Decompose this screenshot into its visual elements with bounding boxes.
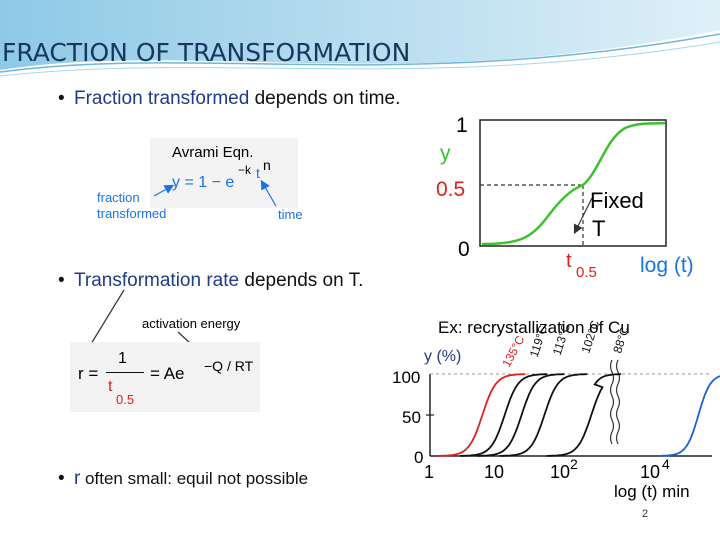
bullet-accent: r [74,468,81,489]
rate-box [70,342,260,412]
rate-eq-den-t: t [108,378,113,395]
avrami-exp-k: −k [238,163,252,177]
label-fraction: fraction [97,190,140,205]
recryst-xtick-10000: 10 [640,462,661,482]
bullet-dot: • [58,88,65,109]
bullet-text: often small: equil not possible [80,469,309,488]
avrami-exp-n: n [263,157,271,173]
bullet-accent: Transformation rate [74,270,240,291]
curve-ytick-0: 0 [458,238,470,261]
x-marker-t: t [566,250,572,272]
recryst-xtick-100: 10 [550,462,571,482]
sigmoid-curve [481,121,666,246]
recryst-ytick-50: 50 [402,408,421,427]
recryst-ytick-100: 100 [392,368,421,387]
curve-xlabel: log (t) [640,254,694,277]
recryst-xlabel: log (t) min [614,482,690,501]
bullet-text: depends on time. [249,88,401,109]
bullet-dot: • [58,468,65,489]
label-transformed: transformed [97,206,167,221]
recryst-ylabel: y (%) [424,348,462,365]
rate-eq-rhs: = Ae [150,364,185,383]
page-number: 2 [642,508,649,520]
recryst-curve-label-1: 119°C [527,323,550,359]
rate-eq-r: r = [78,364,99,383]
avrami-exp-t: t [256,165,260,181]
avrami-eq-lhs: y = 1 − e [172,174,235,191]
recryst-curve-label-4: 88°C [610,325,632,355]
recryst-ytick-0: 0 [414,448,424,467]
fraction-bar [106,372,144,373]
bullet-r-small: • r often small: equil not possible [58,468,308,490]
curve-ytick-05: 0.5 [436,178,466,201]
bullet-text: depends on T. [239,270,364,291]
x-marker-sub: 0.5 [576,264,597,281]
rate-eq-num: 1 [118,350,127,367]
avrami-heading: Avrami Eqn. [172,144,254,161]
fixed-t-arrow [573,197,593,235]
annotation-t: T [592,216,606,241]
recryst-xtick-10000-exp: 4 [662,456,670,472]
recryst-curve-1 [460,373,548,457]
recryst-curve-2 [476,373,565,457]
recryst-curve-5 [658,375,720,457]
bullet-fraction-transformed: • Fraction transformed depends on time. [58,88,400,110]
recryst-curve-3 [499,373,588,457]
bullet-accent: Fraction transformed [74,88,250,109]
sigmoid-frame [479,119,667,247]
recryst-xtick-100-exp: 2 [570,456,578,472]
bullet-transformation-rate: • Transformation rate depends on T. [58,270,363,292]
bullet-dot: • [58,270,65,291]
recryst-curve-0 [437,373,526,457]
recryst-curve-label-2: 113°C [550,321,573,357]
recryst-curve-4 [546,373,622,457]
curve-ylabel: y [440,142,451,165]
recryst-curve-label-0: 135°C [499,333,527,369]
label-activation-energy: activation energy [142,316,241,331]
axis-break-left [609,359,615,445]
header-band [0,0,720,80]
recryst-xtick-10: 10 [484,462,505,482]
recryst-xtick-1: 1 [424,462,435,482]
rate-eq-den-sub: 0.5 [116,392,135,407]
rate-eq-exp: −Q / RT [204,358,254,374]
recryst-curve-label-3: 102°C [579,318,603,354]
avrami-box [150,138,298,208]
annotation-fixed: Fixed [590,188,644,213]
label-time: time [278,207,303,222]
curve-ytick-1: 1 [456,114,468,137]
axis-break-right [615,359,621,445]
slide-title: FRACTION OF TRANSFORMATION [2,38,411,67]
header-swoosh [0,0,720,80]
recryst-title: Ex: recrystallization of Cu [438,318,630,337]
